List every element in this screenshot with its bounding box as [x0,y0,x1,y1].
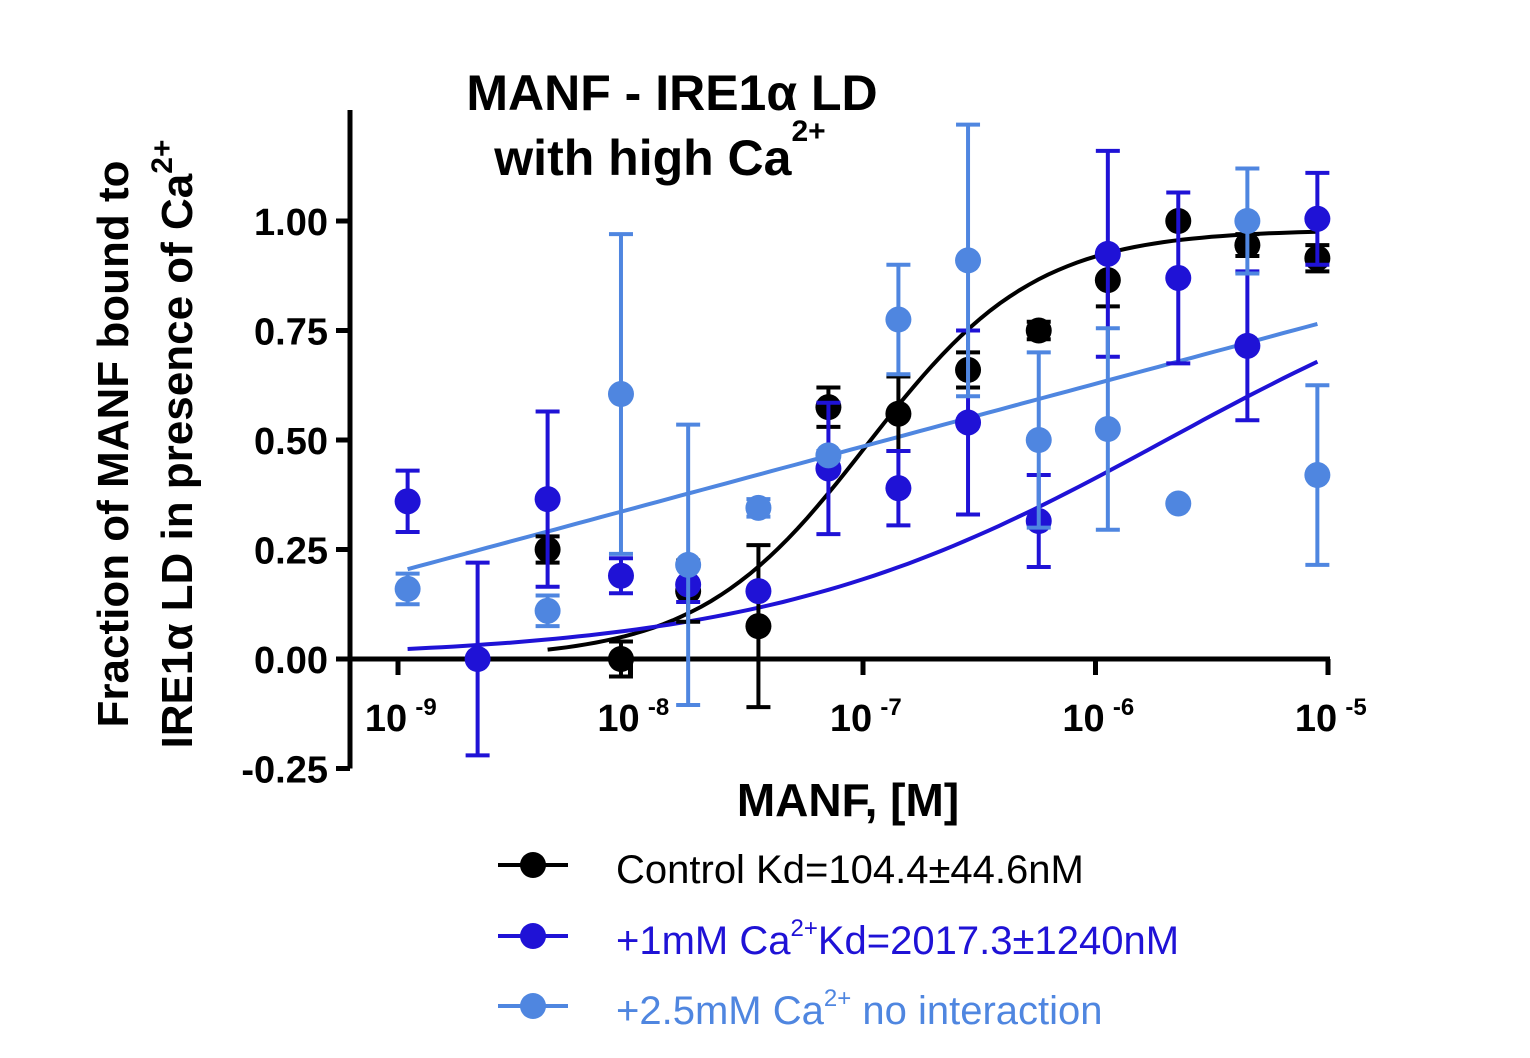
legend-marker [520,923,546,949]
data-point [745,495,771,521]
data-point [1095,241,1121,267]
y-tick-label: 0.50 [254,421,328,463]
data-point [395,488,421,514]
data-point [885,475,911,501]
data-point [608,646,634,672]
x-tick-label: 10 [365,698,407,740]
data-point [815,442,841,468]
fit-curve [548,232,1318,650]
x-tick-label: 10 [597,698,639,740]
data-point [675,552,701,578]
data-point [535,598,561,624]
y-tick-label: 0.75 [254,312,328,354]
data-point [1234,333,1260,359]
data-point [608,381,634,407]
legend-marker [520,993,546,1019]
data-point [535,486,561,512]
chart-title-line2: with high Ca2+ [493,115,825,186]
data-point [885,307,911,333]
data-point [955,409,981,435]
data-point [395,576,421,602]
y-tick-label: -0.25 [241,750,328,792]
data-point [1165,265,1191,291]
y-tick-label: 0.25 [254,531,328,573]
data-point [955,247,981,273]
y-tick-label: 0.00 [254,640,328,682]
chart: MANF - IRE1α LD with high Ca2+ Fraction … [0,0,1530,1058]
data-point [1165,491,1191,517]
data-point [1095,416,1121,442]
y-tick-label: 1.00 [254,202,328,244]
x-axis-label: MANF, [M] [737,774,959,826]
legend: Control Kd=104.4±44.6nM +1mM Ca2+Kd=2017.… [498,848,1179,1033]
x-tick-exponent: -8 [648,694,669,721]
x-tick-label: 10 [1062,698,1104,740]
data-point [1304,206,1330,232]
legend-marker [520,852,546,878]
x-tick-exponent: -5 [1345,694,1366,721]
x-tick-exponent: -6 [1113,694,1134,721]
data-point [1304,462,1330,488]
data-point [1026,318,1052,344]
legend-label: Control Kd=104.4±44.6nM [616,848,1084,892]
data-point [465,646,491,672]
x-tick-exponent: -9 [415,694,436,721]
data-point [885,401,911,427]
fit-curve [408,324,1318,569]
y-axis-label-line2: IRE1α LD in presence of Ca2+ [146,140,202,749]
x-tick-label: 10 [830,698,872,740]
chart-title-line1: MANF - IRE1α LD [466,65,877,121]
legend-label: +2.5mM Ca2+ no interaction [616,985,1103,1033]
data-point [745,613,771,639]
data-point [1026,427,1052,453]
x-tick-label: 10 [1295,698,1337,740]
legend-label: +1mM Ca2+Kd=2017.3±1240nM [616,915,1179,963]
y-axis-label-line1: Fraction of MANF bound to [89,161,138,728]
data-point [608,563,634,589]
data-point [745,578,771,604]
data-point [1234,208,1260,234]
x-tick-exponent: -7 [880,694,901,721]
